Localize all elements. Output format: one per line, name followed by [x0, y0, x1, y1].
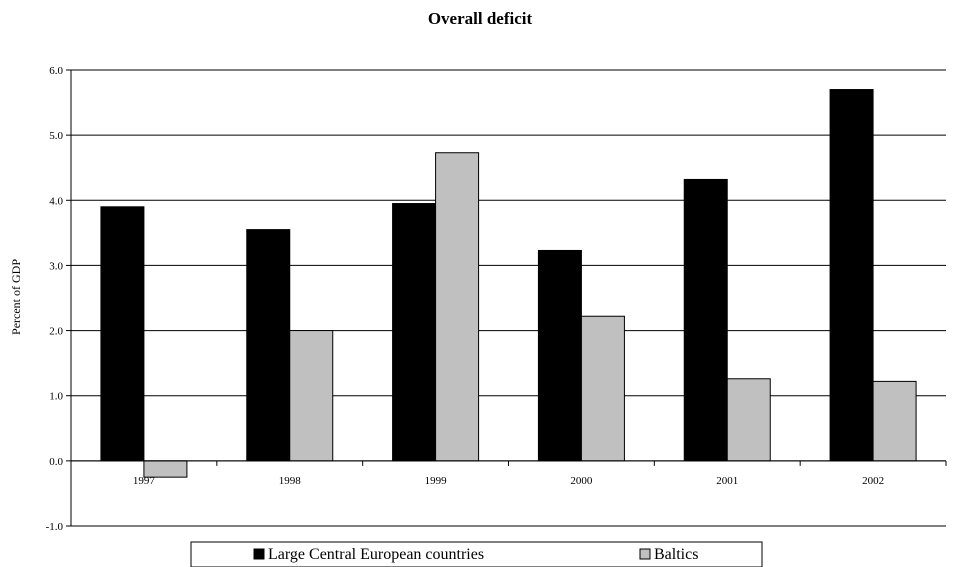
axes — [66, 69, 947, 527]
bar-baltics-1999 — [435, 152, 480, 462]
y-tick-label: 5.0 — [49, 130, 63, 142]
y-tick-label: -1.0 — [46, 521, 64, 533]
bar-large-central-european-1998 — [246, 229, 291, 462]
bar-baltics-2002 — [872, 380, 917, 462]
legend: Large Central European countries Baltics — [190, 541, 763, 567]
legend-swatch-large-central-european — [253, 548, 265, 560]
y-tick-label: 2.0 — [49, 326, 63, 338]
legend-swatch-baltics — [639, 548, 651, 560]
chart-title: Overall deficit — [428, 9, 533, 28]
bar-large-central-european-2001 — [683, 178, 728, 462]
legend-label-large-central-european: Large Central European countries — [268, 546, 484, 563]
x-tick-labels: 1997 1998 1999 2000 2001 2002 — [133, 475, 884, 487]
y-tick-label: 0.0 — [49, 456, 63, 468]
x-tick-label: 1997 — [133, 475, 156, 487]
x-tick-label: 1998 — [279, 475, 302, 487]
bar-baltics-2001 — [726, 378, 771, 462]
legend-label-baltics: Baltics — [654, 546, 698, 563]
y-tick-label: 6.0 — [49, 65, 63, 77]
bar-baltics-2000 — [580, 315, 625, 462]
bar-baltics-1998 — [289, 330, 334, 462]
x-tick-label: 2000 — [570, 475, 593, 487]
bar-large-central-european-2000 — [537, 249, 582, 462]
x-tick-label: 2001 — [716, 475, 738, 487]
y-axis-label: Percent of GDP — [9, 259, 23, 335]
x-tick-label: 1999 — [425, 475, 448, 487]
y-tick-label: 4.0 — [49, 195, 63, 207]
bar-large-central-european-2002 — [829, 89, 874, 462]
gridlines — [71, 69, 946, 527]
y-tick-label: 3.0 — [49, 260, 63, 272]
bars — [100, 89, 917, 478]
y-tick-labels: -1.0 0.0 1.0 2.0 3.0 4.0 5.0 6.0 — [46, 65, 64, 533]
legend-box — [190, 541, 763, 567]
bar-large-central-european-1997 — [100, 206, 145, 462]
x-tick-label: 2002 — [862, 475, 884, 487]
y-tick-label: 1.0 — [49, 391, 63, 403]
bar-large-central-european-1999 — [392, 203, 437, 462]
